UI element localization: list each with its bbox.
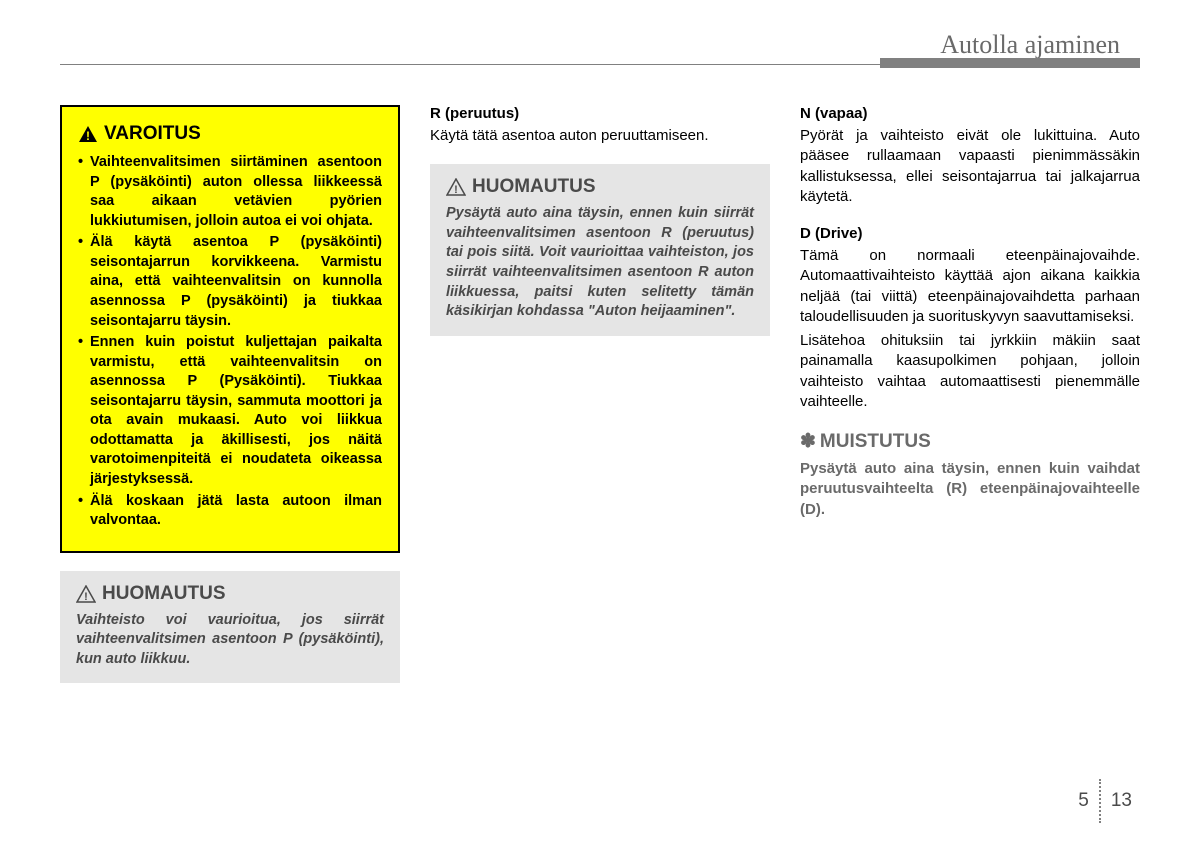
- column-3: N (vapaa) Pyörät ja vaihteisto eivät ole…: [800, 105, 1140, 699]
- notice-box-col2: ! HUOMAUTUS Pysäytä auto aina täysin, en…: [430, 164, 770, 335]
- r-heading: R (peruutus): [430, 105, 770, 122]
- warning-item: Ennen kuin poistut kuljettajan paikalta …: [78, 333, 382, 490]
- notice-title: ! HUOMAUTUS: [76, 583, 384, 605]
- warning-item: Älä käytä asentoa P (pysäköinti) seisont…: [78, 233, 382, 331]
- warning-item: Vaihteenvalitsimen siirtäminen asentoon …: [78, 153, 382, 231]
- header-title: Autolla ajaminen: [60, 30, 1140, 60]
- column-1: ! VAROITUS Vaihteenvalitsimen siirtämine…: [60, 105, 400, 699]
- d-heading: D (Drive): [800, 225, 1140, 242]
- warning-box: ! VAROITUS Vaihteenvalitsimen siirtämine…: [60, 105, 400, 553]
- n-body: Pyörät ja vaihteisto eivät ole lukittuin…: [800, 126, 1140, 207]
- caution-icon: !: [446, 178, 466, 196]
- r-body: Käytä tätä asentoa auton peruuttamiseen.: [430, 126, 770, 146]
- page-number: 5 13: [1078, 779, 1132, 823]
- manual-page: Autolla ajaminen ! VAROITUS Vaihteenvali…: [0, 0, 1200, 847]
- reminder-body: Pysäytä auto aina täysin, ennen kuin vai…: [800, 459, 1140, 520]
- notice-body: Pysäytä auto aina täysin, ennen kuin sii…: [446, 204, 754, 321]
- page-header: Autolla ajaminen: [60, 30, 1140, 65]
- warning-title: ! VAROITUS: [78, 123, 382, 145]
- notice-label: HUOMAUTUS: [102, 583, 226, 605]
- page-divider-dots: [1099, 779, 1101, 823]
- asterisk-icon: ✽: [800, 431, 816, 452]
- svg-text:!: !: [84, 591, 88, 603]
- notice-body: Vaihteisto voi vaurioitua, jos siirrät v…: [76, 611, 384, 670]
- header-accent-bar: [880, 58, 1140, 68]
- svg-text:!: !: [454, 184, 458, 196]
- page-number-value: 13: [1111, 790, 1132, 812]
- content-columns: ! VAROITUS Vaihteenvalitsimen siirtämine…: [60, 105, 1140, 699]
- column-2: R (peruutus) Käytä tätä asentoa auton pe…: [430, 105, 770, 699]
- reminder-label: MUISTUTUS: [820, 431, 931, 452]
- notice-title: ! HUOMAUTUS: [446, 176, 754, 198]
- notice-box-col1: ! HUOMAUTUS Vaihteisto voi vaurioitua, j…: [60, 571, 400, 684]
- n-heading: N (vapaa): [800, 105, 1140, 122]
- warning-item: Älä koskaan jätä lasta autoon ilman valv…: [78, 492, 382, 531]
- warning-list: Vaihteenvalitsimen siirtäminen asentoon …: [78, 153, 382, 531]
- d-body-1: Tämä on normaali eteenpäinajovaihde. Aut…: [800, 246, 1140, 327]
- chapter-number: 5: [1078, 790, 1089, 812]
- caution-icon: !: [76, 585, 96, 603]
- d-body-2: Lisätehoa ohituksiin tai jyrkkiin mäkiin…: [800, 331, 1140, 412]
- notice-label: HUOMAUTUS: [472, 176, 596, 198]
- reminder-title: ✽MUISTUTUS: [800, 430, 1140, 453]
- svg-text:!: !: [86, 129, 90, 143]
- warning-label: VAROITUS: [104, 123, 201, 145]
- warning-icon: !: [78, 125, 98, 143]
